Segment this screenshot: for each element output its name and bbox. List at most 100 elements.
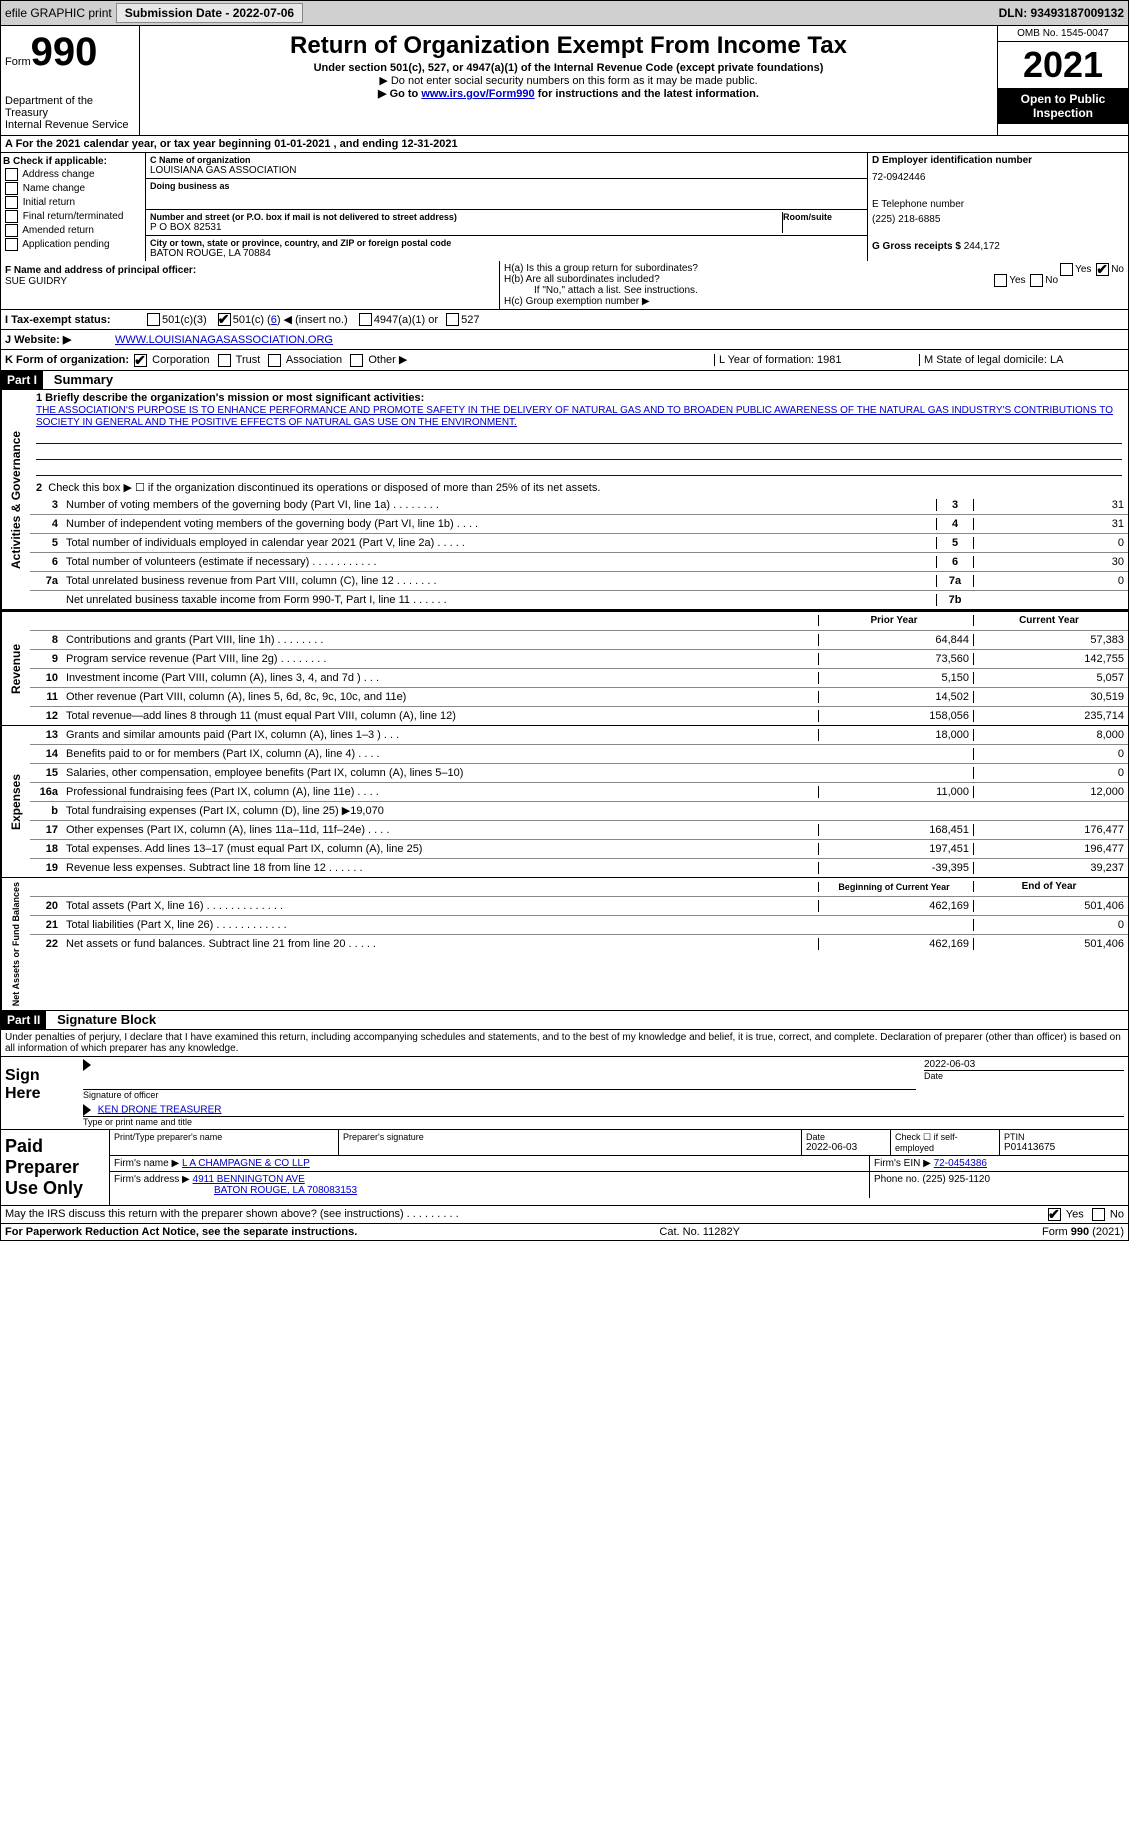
org-name-row: C Name of organization LOUISIANA GAS ASS…: [146, 153, 867, 179]
b-item: Final return/terminated: [3, 210, 143, 223]
subtitle-2: ▶ Do not enter social security numbers o…: [144, 74, 993, 87]
irs-link[interactable]: www.irs.gov/Form990: [421, 88, 534, 100]
i-501c3[interactable]: [147, 313, 160, 326]
section-h: H(a) Is this a group return for subordin…: [500, 261, 1128, 309]
tax-year: 2021: [998, 42, 1128, 88]
arrow-icon: [83, 1059, 91, 1071]
i-label: I Tax-exempt status:: [5, 314, 145, 326]
financial-line: 19 Revenue less expenses. Subtract line …: [30, 859, 1128, 877]
website-link[interactable]: WWW.LOUISIANAGASASSOCIATION.ORG: [115, 334, 333, 346]
firm-addr-label: Firm's address ▶: [114, 1174, 190, 1185]
b-item: Amended return: [3, 224, 143, 237]
part2-header-row: Part II Signature Block: [0, 1011, 1129, 1030]
pp-date-label: Date: [806, 1132, 886, 1142]
row-j: J Website: ▶ WWW.LOUISIANAGASASSOCIATION…: [0, 330, 1129, 350]
sig-officer-label: Signature of officer: [83, 1089, 916, 1100]
b-title: B Check if applicable:: [3, 156, 143, 167]
checkbox-initial[interactable]: [5, 196, 18, 209]
org-name: LOUISIANA GAS ASSOCIATION: [150, 165, 863, 176]
discuss-no[interactable]: [1092, 1208, 1105, 1221]
mission-line: [36, 445, 1122, 460]
b-item: Application pending: [3, 238, 143, 251]
financial-line: 13 Grants and similar amounts paid (Part…: [30, 726, 1128, 745]
i-527[interactable]: [446, 313, 459, 326]
financial-line: 21 Total liabilities (Part X, line 26) .…: [30, 916, 1128, 935]
goto-prefix: ▶ Go to: [378, 88, 421, 100]
expense-section: Expenses 13 Grants and similar amounts p…: [0, 726, 1129, 878]
sig-name-label: Type or print name and title: [83, 1116, 1124, 1127]
hb-yes[interactable]: [994, 274, 1007, 287]
k-assoc[interactable]: [268, 354, 281, 367]
ha-yes[interactable]: [1060, 263, 1073, 276]
checkbox-pending[interactable]: [5, 238, 18, 251]
discuss-row: May the IRS discuss this return with the…: [0, 1206, 1129, 1224]
checkbox-name[interactable]: [5, 182, 18, 195]
k-corp[interactable]: [134, 354, 147, 367]
summary-line: 3 Number of voting members of the govern…: [30, 496, 1128, 515]
checkbox-address[interactable]: [5, 168, 18, 181]
year-header-row: Prior Year Current Year: [30, 612, 1128, 631]
financial-line: 9 Program service revenue (Part VIII, li…: [30, 650, 1128, 669]
dln-label: DLN: 93493187009132: [999, 6, 1124, 20]
sig-date-label: Date: [924, 1070, 1124, 1081]
street-value: P O BOX 82531: [150, 222, 782, 233]
activities-section: Activities & Governance 1 Briefly descri…: [0, 390, 1129, 610]
firm-ein-label: Firm's EIN ▶: [874, 1158, 931, 1169]
phone-value: (225) 218-6885: [872, 214, 1124, 225]
discuss-yes[interactable]: [1048, 1208, 1061, 1221]
form-header-right: OMB No. 1545-0047 2021 Open to Public In…: [997, 26, 1128, 135]
hb-no[interactable]: [1030, 274, 1043, 287]
submission-date-button[interactable]: Submission Date - 2022-07-06: [116, 3, 303, 23]
summary-line: Net unrelated business taxable income fr…: [30, 591, 1128, 609]
checkbox-amended[interactable]: [5, 224, 18, 237]
part2-header: Part II: [1, 1011, 46, 1029]
financial-line: 14 Benefits paid to or for members (Part…: [30, 745, 1128, 764]
row-a: A For the 2021 calendar year, or tax yea…: [0, 136, 1129, 153]
firm-phone-label: Phone no.: [874, 1174, 920, 1185]
i-501c[interactable]: [218, 313, 231, 326]
dba-row: Doing business as: [146, 179, 867, 210]
sign-here-label: Sign Here: [1, 1057, 79, 1129]
firm-ein: 72-0454386: [934, 1158, 987, 1169]
pp-sig-label: Preparer's signature: [343, 1132, 797, 1142]
i-4947[interactable]: [359, 313, 372, 326]
efile-label: efile GRAPHIC print: [5, 6, 112, 20]
gross-label: G Gross receipts $: [872, 241, 961, 252]
section-fh: F Name and address of principal officer:…: [0, 261, 1129, 310]
firm-addr1: 4911 BENNINGTON AVE: [193, 1174, 305, 1185]
ha-no[interactable]: [1096, 263, 1109, 276]
form-word: Form: [5, 56, 31, 68]
part1-header: Part I: [1, 371, 43, 389]
l-year: L Year of formation: 1981: [714, 354, 919, 366]
financial-line: 8 Contributions and grants (Part VIII, l…: [30, 631, 1128, 650]
firm-name: L A CHAMPAGNE & CO LLP: [182, 1158, 310, 1169]
city-row: City or town, state or province, country…: [146, 236, 867, 261]
f-label: F Name and address of principal officer:: [5, 265, 495, 276]
hc-row: H(c) Group exemption number ▶: [504, 296, 1124, 307]
section-f: F Name and address of principal officer:…: [1, 261, 500, 309]
k-trust[interactable]: [218, 354, 231, 367]
b-item: Name change: [3, 182, 143, 195]
ein-value: 72-0942446: [872, 172, 1124, 183]
omb-number: OMB No. 1545-0047: [998, 26, 1128, 42]
beg-year-header: Beginning of Current Year: [818, 882, 973, 892]
side-revenue: Revenue: [1, 612, 30, 725]
org-name-label: C Name of organization: [150, 155, 863, 165]
side-activities: Activities & Governance: [1, 390, 30, 609]
checkbox-final[interactable]: [5, 210, 18, 223]
irs-label: Internal Revenue Service: [5, 119, 135, 131]
revenue-section: Revenue Prior Year Current Year 8 Contri…: [0, 610, 1129, 726]
mission-line: [36, 429, 1122, 444]
dba-label: Doing business as: [150, 181, 863, 191]
arrow-icon: [83, 1104, 91, 1116]
summary-line: 7a Total unrelated business revenue from…: [30, 572, 1128, 591]
b-item: Address change: [3, 168, 143, 181]
end-year-header: End of Year: [973, 881, 1128, 892]
k-label: K Form of organization:: [5, 354, 129, 366]
form-header-left: Form990 Department of the Treasury Inter…: [1, 26, 140, 135]
k-other[interactable]: [350, 354, 363, 367]
firm-phone: (225) 925-1120: [922, 1174, 990, 1185]
m-state: M State of legal domicile: LA: [919, 354, 1124, 366]
side-netassets: Net Assets or Fund Balances: [1, 878, 30, 1010]
city-label: City or town, state or province, country…: [150, 238, 863, 248]
